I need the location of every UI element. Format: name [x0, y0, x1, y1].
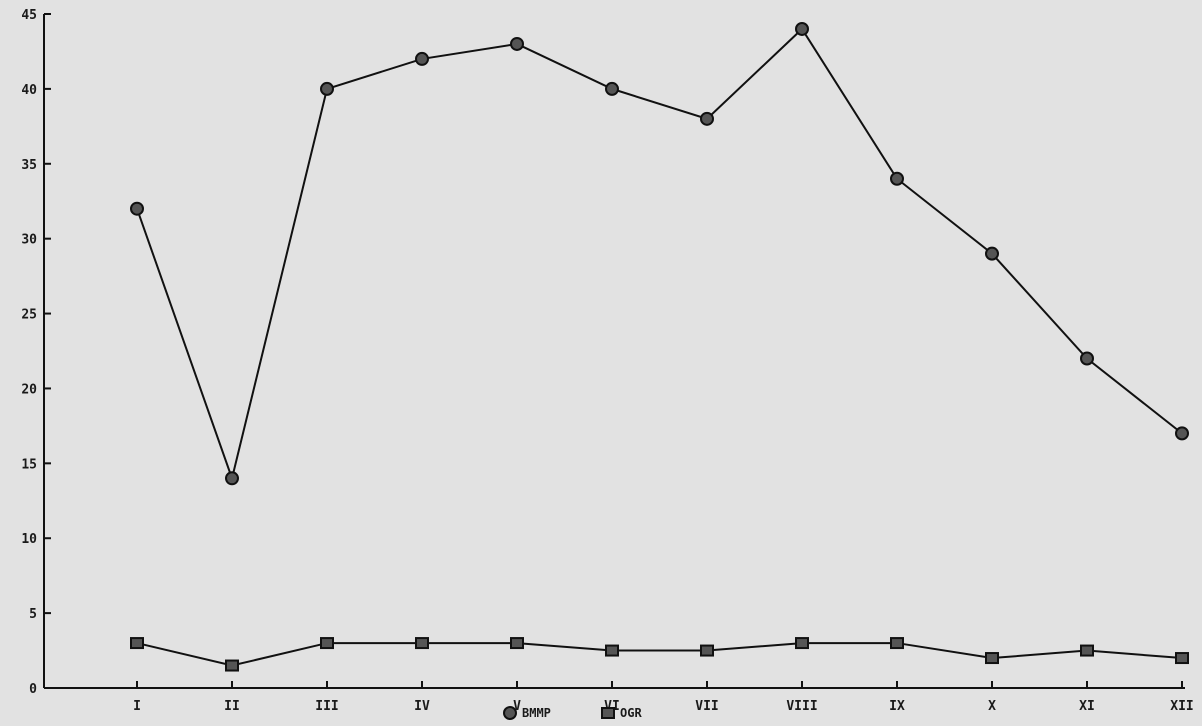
data-point	[1175, 426, 1189, 441]
x-ticks: I II III IV V VI VII VIII IX X XI XII	[133, 681, 1194, 714]
data-point	[1175, 652, 1189, 665]
legend-item: OGR	[601, 706, 642, 720]
y-tick-label: 10	[21, 532, 37, 547]
data-point	[510, 637, 524, 650]
y-tick-label: 30	[21, 233, 37, 248]
x-tick-label: XI	[1079, 699, 1095, 714]
x-tick-label: III	[315, 699, 338, 714]
data-point	[1080, 644, 1094, 657]
data-point	[890, 171, 904, 186]
legend: BMMP OGR	[503, 706, 642, 720]
x-tick-label: XII	[1170, 699, 1193, 714]
x-tick-label: VII	[695, 699, 718, 714]
x-tick-label: VIII	[786, 699, 817, 714]
data-point	[225, 659, 239, 672]
data-point	[510, 36, 524, 51]
legend-marker	[601, 707, 615, 719]
legend-item: BMMP	[503, 706, 551, 720]
series-1	[130, 637, 1189, 672]
data-point	[700, 111, 714, 126]
data-point	[605, 644, 619, 657]
data-point	[795, 21, 809, 36]
series-line	[136, 27, 1183, 482]
data-point	[130, 637, 144, 650]
data-point	[605, 81, 619, 96]
x-tick-label: X	[988, 699, 996, 714]
series	[130, 21, 1189, 672]
data-point	[985, 246, 999, 261]
data-point	[320, 81, 334, 96]
data-point	[1080, 351, 1094, 366]
y-tick-label: 20	[21, 382, 37, 397]
x-tick-label: II	[224, 699, 240, 714]
data-point	[415, 637, 429, 650]
data-point	[985, 652, 999, 665]
data-point	[130, 201, 144, 216]
y-tick-label: 40	[21, 83, 37, 98]
y-tick-label: 45	[21, 8, 37, 23]
data-point	[225, 471, 239, 486]
y-tick-label: 25	[21, 308, 37, 323]
data-point	[415, 51, 429, 66]
y-ticks: 0 5 10 15 20 25 30 35 40 45	[21, 8, 51, 697]
y-tick-label: 15	[21, 457, 37, 472]
legend-label: BMMP	[522, 706, 551, 720]
series-line	[136, 642, 1183, 667]
data-point	[320, 637, 334, 650]
x-tick-label: I	[133, 699, 141, 714]
x-tick-label: IV	[414, 699, 430, 714]
legend-marker	[503, 706, 517, 720]
legend-label: OGR	[620, 706, 642, 720]
data-point	[795, 637, 809, 650]
axes	[43, 14, 1185, 689]
y-tick-label: 0	[29, 682, 37, 697]
x-tick-label: V	[513, 699, 521, 714]
y-tick-label: 35	[21, 158, 37, 173]
y-tick-label: 5	[29, 607, 37, 622]
data-point	[700, 644, 714, 657]
x-tick-label: IX	[889, 699, 905, 714]
series-0	[130, 21, 1189, 486]
data-point	[890, 637, 904, 650]
